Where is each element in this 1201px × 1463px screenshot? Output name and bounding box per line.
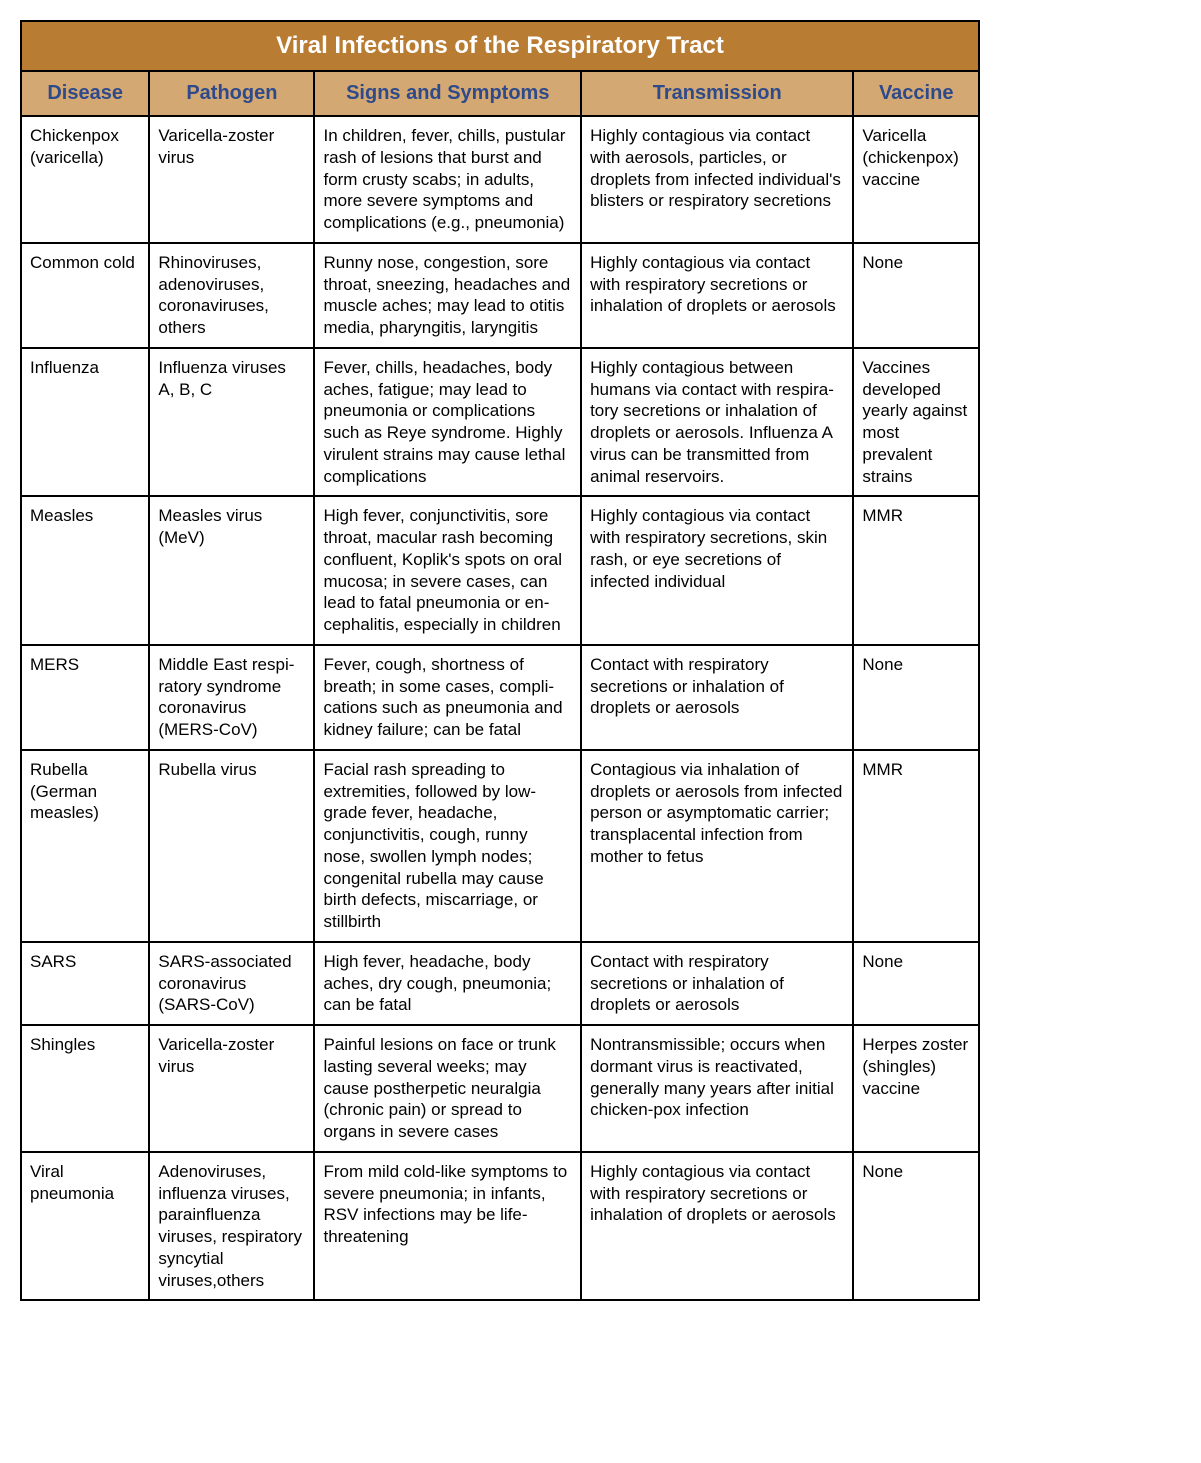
table-row: MERS Middle East respi­ratory syndrome c… [21, 645, 979, 750]
cell-pathogen: Influenza viruses A, B, C [149, 348, 314, 497]
table-row: Common cold Rhinoviruses, adenoviruses, … [21, 243, 979, 348]
cell-vaccine: None [853, 942, 979, 1025]
table-row: Shingles Varicella-zoster virus Painful … [21, 1025, 979, 1152]
col-header-trans: Transmission [581, 71, 853, 116]
cell-trans: Contagious via inhalation of droplets or… [581, 750, 853, 942]
cell-vaccine: MMR [853, 750, 979, 942]
cell-trans: Highly contagious between humans via con… [581, 348, 853, 497]
cell-pathogen: Adenoviruses, influenza viruses, parainf… [149, 1152, 314, 1301]
cell-pathogen: Measles virus (MeV) [149, 496, 314, 645]
cell-trans: Highly contagious via contact with aeros… [581, 116, 853, 243]
cell-signs: Painful lesions on face or trunk lasting… [314, 1025, 581, 1152]
cell-vaccine: MMR [853, 496, 979, 645]
table-row: Viral pneumonia Adenoviruses, influenza … [21, 1152, 979, 1301]
cell-signs: Facial rash spreading to extremities, fo… [314, 750, 581, 942]
cell-trans: Highly contagious via contact with respi… [581, 1152, 853, 1301]
cell-disease: Measles [21, 496, 149, 645]
cell-vaccine: Herpes zoster (shingles) vaccine [853, 1025, 979, 1152]
cell-signs: Fever, chills, headaches, body aches, fa… [314, 348, 581, 497]
cell-pathogen: Rhinoviruses, adenoviruses, coronaviruse… [149, 243, 314, 348]
cell-vaccine: Vaccines developed yearly against most p… [853, 348, 979, 497]
table-row: Chickenpox (varicella) Varicella-zoster … [21, 116, 979, 243]
table-header-row: Disease Pathogen Signs and Symptoms Tran… [21, 71, 979, 116]
cell-signs: Fever, cough, shortness of breath; in so… [314, 645, 581, 750]
table-row: Rubella (German measles) Rubella virus F… [21, 750, 979, 942]
cell-disease: Common cold [21, 243, 149, 348]
cell-signs: High fever, headache, body aches, dry co… [314, 942, 581, 1025]
cell-trans: Highly contagious via contact with respi… [581, 496, 853, 645]
cell-signs: High fever, conjunctivitis, sore throat,… [314, 496, 581, 645]
cell-signs: Runny nose, congestion, sore throat, sne… [314, 243, 581, 348]
cell-vaccine: None [853, 645, 979, 750]
cell-signs: From mild cold-like symptoms to severe p… [314, 1152, 581, 1301]
col-header-signs: Signs and Symptoms [314, 71, 581, 116]
cell-disease: MERS [21, 645, 149, 750]
cell-trans: Contact with respiratory secretions or i… [581, 942, 853, 1025]
col-header-vaccine: Vaccine [853, 71, 979, 116]
cell-disease: Viral pneumonia [21, 1152, 149, 1301]
table-title-row: Viral Infections of the Respiratory Trac… [21, 21, 979, 71]
col-header-pathogen: Pathogen [149, 71, 314, 116]
cell-pathogen: SARS-associated coronavirus (SARS-CoV) [149, 942, 314, 1025]
table-title: Viral Infections of the Respiratory Trac… [21, 21, 979, 71]
table-row: SARS SARS-associated coronavirus (SARS-C… [21, 942, 979, 1025]
cell-pathogen: Middle East respi­ratory syndrome corona… [149, 645, 314, 750]
cell-trans: Highly contagious via contact with respi… [581, 243, 853, 348]
cell-pathogen: Varicella-zoster virus [149, 116, 314, 243]
table-row: Influenza Influenza viruses A, B, C Feve… [21, 348, 979, 497]
cell-disease: Rubella (German measles) [21, 750, 149, 942]
cell-trans: Contact with respiratory secretions or i… [581, 645, 853, 750]
table-row: Measles Measles virus (MeV) High fever, … [21, 496, 979, 645]
cell-trans: Nontransmissible; occurs when dormant vi… [581, 1025, 853, 1152]
cell-vaccine: None [853, 243, 979, 348]
viral-infections-table: Viral Infections of the Respiratory Trac… [20, 20, 980, 1301]
cell-disease: Influenza [21, 348, 149, 497]
col-header-disease: Disease [21, 71, 149, 116]
cell-disease: SARS [21, 942, 149, 1025]
cell-disease: Shingles [21, 1025, 149, 1152]
cell-pathogen: Rubella virus [149, 750, 314, 942]
cell-pathogen: Varicella-zoster virus [149, 1025, 314, 1152]
cell-disease: Chickenpox (varicella) [21, 116, 149, 243]
table-body: Chickenpox (varicella) Varicella-zoster … [21, 116, 979, 1300]
cell-vaccine: None [853, 1152, 979, 1301]
cell-vaccine: Varicella (chickenpox) vaccine [853, 116, 979, 243]
cell-signs: In children, fever, chills, pustular ras… [314, 116, 581, 243]
